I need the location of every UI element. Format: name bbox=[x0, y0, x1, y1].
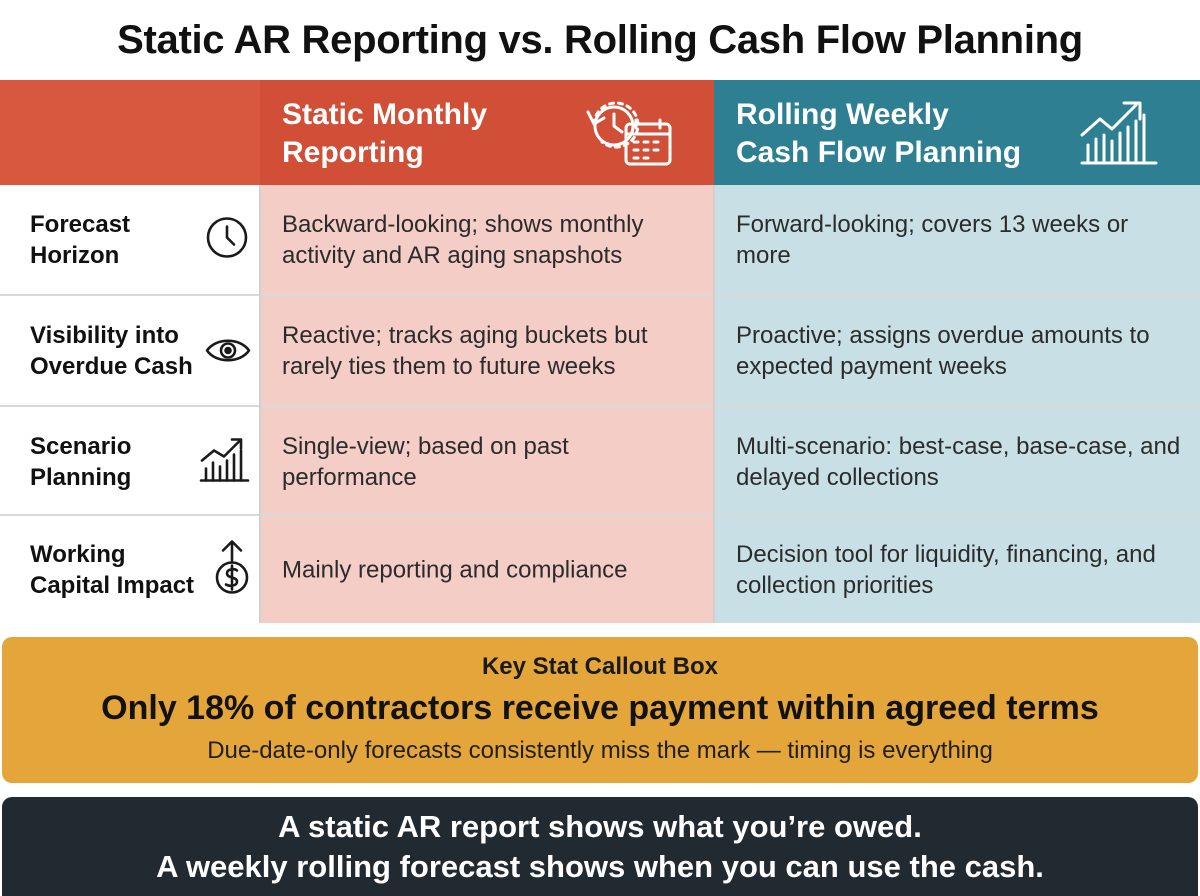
static-cell-text: Reactive; tracks aging buckets but rarel… bbox=[282, 321, 648, 380]
growth-chart-icon bbox=[1078, 95, 1158, 172]
static-cell: Single-view; based on past performance bbox=[260, 407, 714, 516]
rolling-cell: Proactive; assigns overdue amounts to ex… bbox=[714, 296, 1200, 405]
page-title: Static AR Reporting vs. Rolling Cash Flo… bbox=[117, 17, 1083, 62]
rolling-cell: Forward-looking; covers 13 weeks or more bbox=[714, 185, 1200, 294]
static-cell-text: Backward-looking; shows monthly activity… bbox=[282, 210, 644, 269]
rolling-cell: Multi-scenario: best-case, base-case, an… bbox=[714, 407, 1200, 516]
footer-line-2: A weekly rolling forecast shows when you… bbox=[156, 848, 1044, 884]
static-cell: Mainly reporting and compliance bbox=[260, 516, 714, 623]
column-header-static: Static Monthly Reporting bbox=[260, 80, 714, 185]
table-row: Forecast Horizon Backward-looking; shows… bbox=[0, 185, 1200, 294]
callout-heading: Key Stat Callout Box bbox=[481, 653, 719, 680]
callout-subtext: Due-date-only forecasts consistently mis… bbox=[207, 737, 993, 764]
row-divider bbox=[0, 294, 1200, 296]
rolling-cell-text: Forward-looking; covers 13 weeks or more bbox=[736, 210, 1129, 269]
column-divider bbox=[713, 185, 715, 623]
eye-icon bbox=[204, 333, 252, 372]
header-corner-cell bbox=[0, 80, 260, 185]
bar-chart-icon bbox=[198, 434, 250, 489]
footer-line-1: A static AR report shows what you’re owe… bbox=[278, 808, 922, 844]
row-label: Forecast Horizon bbox=[30, 210, 131, 269]
comparison-table: Static Monthly Reporting Rolling Weekly … bbox=[0, 80, 1200, 623]
rolling-cell: Decision tool for liquidity, financing, … bbox=[714, 516, 1200, 623]
clock-calendar-icon bbox=[582, 98, 678, 175]
table-row: Working Capital Impact Mainly reporting … bbox=[0, 516, 1200, 623]
rolling-cell-text: Proactive; assigns overdue amounts to ex… bbox=[736, 321, 1150, 380]
static-cell-text: Single-view; based on past performance bbox=[282, 432, 569, 491]
row-divider bbox=[0, 514, 1200, 516]
column-header-rolling: Rolling Weekly Cash Flow Planning bbox=[714, 80, 1200, 185]
clock-icon bbox=[204, 214, 250, 265]
table-row: Visibility into Overdue Cash Reactive; t… bbox=[0, 296, 1200, 405]
row-label: Scenario Planning bbox=[30, 432, 132, 491]
column-header-static-label: Static Monthly Reporting bbox=[282, 98, 488, 169]
table-row: Scenario Planning Single-view; based on … bbox=[0, 407, 1200, 516]
static-cell: Reactive; tracks aging buckets but rarel… bbox=[260, 296, 714, 405]
column-divider bbox=[259, 185, 261, 623]
row-label-cell: Visibility into Overdue Cash bbox=[0, 296, 260, 405]
row-label: Visibility into Overdue Cash bbox=[30, 321, 193, 380]
column-header-rolling-label: Rolling Weekly Cash Flow Planning bbox=[736, 98, 1022, 169]
footer-banner: A static AR report shows what you’re owe… bbox=[2, 797, 1198, 896]
static-cell-text: Mainly reporting and compliance bbox=[282, 556, 628, 583]
key-stat-callout: Key Stat Callout Box Only 18% of contrac… bbox=[2, 637, 1198, 783]
row-divider bbox=[0, 405, 1200, 407]
row-label: Working Capital Impact bbox=[30, 540, 195, 599]
rolling-cell-text: Decision tool for liquidity, financing, … bbox=[736, 540, 1156, 599]
static-cell: Backward-looking; shows monthly activity… bbox=[260, 185, 714, 294]
dollar-coin-icon bbox=[212, 538, 252, 601]
row-label-cell: Forecast Horizon bbox=[0, 185, 260, 294]
row-label-cell: Working Capital Impact bbox=[0, 516, 260, 623]
row-label-cell: Scenario Planning bbox=[0, 407, 260, 516]
rolling-cell-text: Multi-scenario: best-case, base-case, an… bbox=[736, 432, 1181, 491]
callout-stat: Only 18% of contractors receive payment … bbox=[101, 689, 1099, 727]
